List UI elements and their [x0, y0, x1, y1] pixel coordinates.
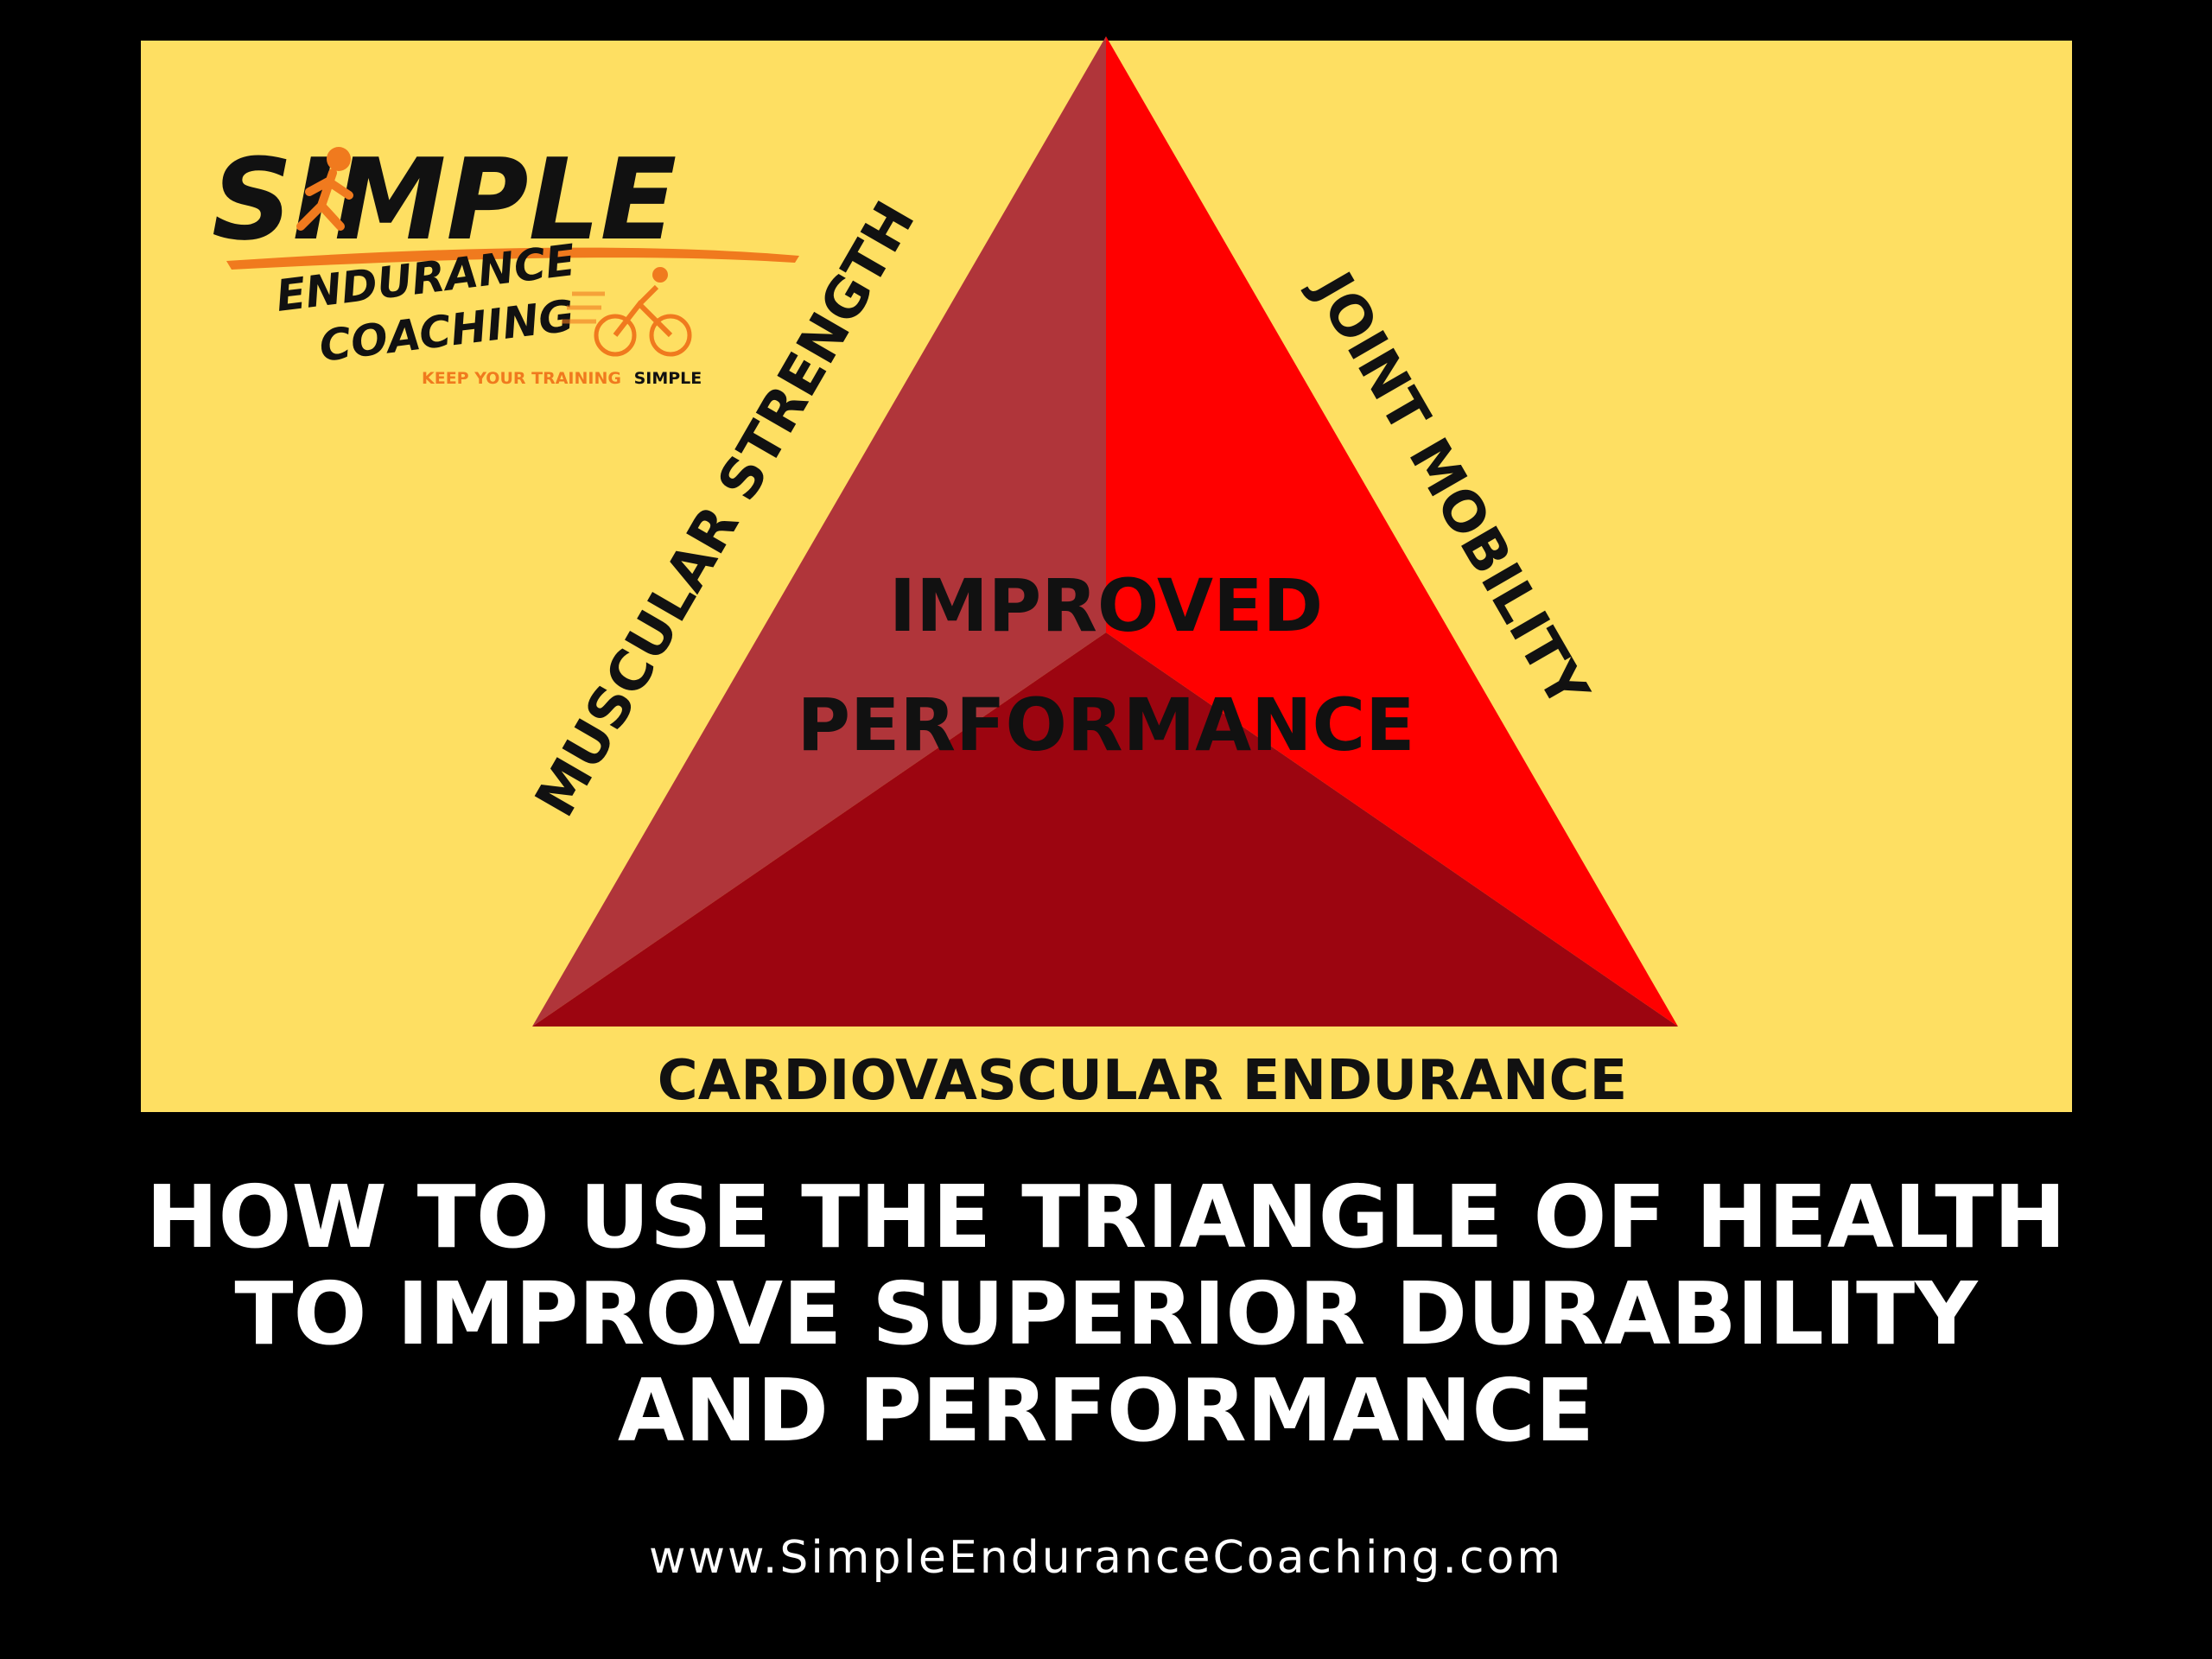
base-label: CARDIOVASCULAR ENDURANCE — [658, 1049, 1627, 1113]
triangle-face-bottom — [532, 632, 1678, 1027]
center-label-line2: PERFORMANCE — [797, 683, 1414, 767]
triangle-face-left — [532, 36, 1106, 1027]
website-url[interactable]: www.SimpleEnduranceCoaching.com — [649, 1532, 1563, 1584]
brush-stroke — [226, 247, 799, 270]
headline-line1: HOW TO USE THE TRIANGLE OF HEALTH — [146, 1166, 2066, 1268]
headline-line2: TO IMPROVE SUPERIOR DURABILITY — [234, 1263, 1979, 1364]
tagline-prefix: KEEP YOUR TRAINING — [422, 369, 621, 388]
center-label-line1: IMPROVED — [889, 563, 1323, 648]
headline-line3: AND PERFORMANCE — [618, 1360, 1594, 1461]
tagline-highlight: SIMPLE — [634, 369, 702, 388]
simple-endurance-coaching-logo: SIMPLE ENDURANCE COACHING KEEP YOUR TRAI… — [212, 134, 799, 388]
logo-brand: SIMPLE — [212, 134, 677, 265]
cyclist-icon — [562, 267, 692, 357]
runner-icon — [296, 147, 353, 231]
triangle-face-right — [1106, 36, 1678, 1027]
logo-tagline: KEEP YOUR TRAINING SIMPLE — [422, 369, 702, 388]
